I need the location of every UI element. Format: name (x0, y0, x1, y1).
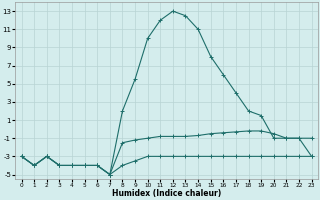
X-axis label: Humidex (Indice chaleur): Humidex (Indice chaleur) (112, 189, 221, 198)
